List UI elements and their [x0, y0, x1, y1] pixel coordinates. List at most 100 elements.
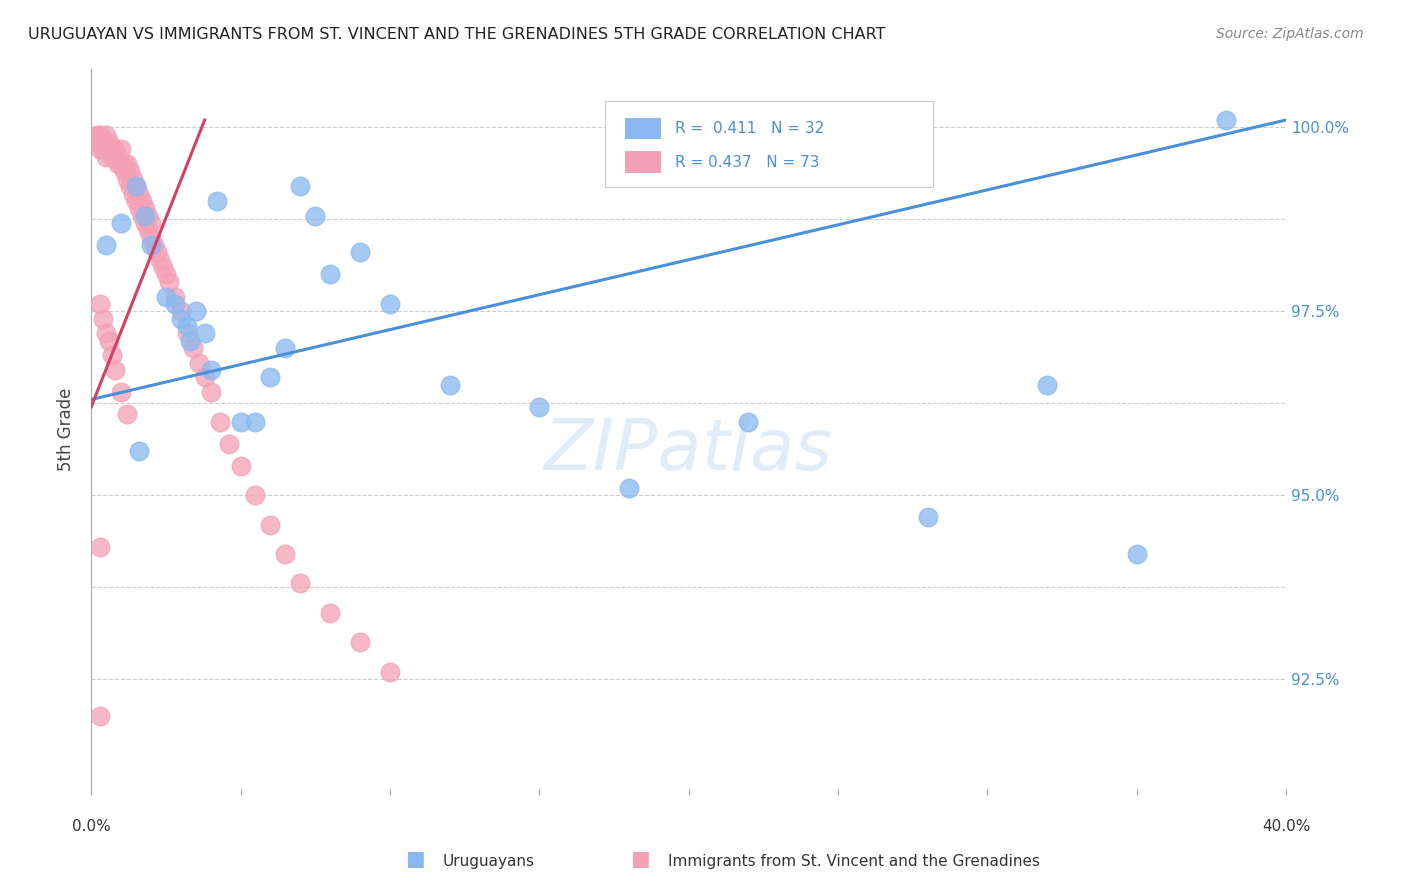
Point	[181, 341, 204, 355]
FancyBboxPatch shape	[626, 118, 661, 139]
Point	[131, 194, 153, 208]
Point	[110, 385, 132, 400]
Point	[200, 363, 222, 377]
Point	[184, 304, 207, 318]
Point	[128, 201, 150, 215]
Point	[89, 540, 111, 554]
Text: 40.0%: 40.0%	[1261, 819, 1310, 834]
Point	[737, 415, 759, 429]
Point	[146, 245, 169, 260]
Point	[218, 436, 240, 450]
Point	[101, 143, 124, 157]
Point	[187, 356, 209, 370]
Point	[91, 311, 114, 326]
Point	[118, 164, 141, 178]
FancyBboxPatch shape	[605, 101, 934, 187]
Point	[170, 311, 193, 326]
Point	[529, 400, 551, 414]
Point	[439, 377, 461, 392]
Point	[118, 179, 141, 194]
Point	[163, 289, 186, 303]
Point	[179, 334, 201, 348]
Point	[86, 135, 108, 149]
Point	[205, 194, 228, 208]
Point	[304, 209, 326, 223]
Point	[104, 143, 127, 157]
Point	[139, 216, 162, 230]
Point	[134, 201, 156, 215]
Point	[110, 216, 132, 230]
Text: ■: ■	[405, 849, 425, 869]
Point	[290, 576, 312, 591]
Point	[378, 297, 401, 311]
Point	[139, 230, 162, 244]
Point	[155, 268, 177, 282]
Point	[98, 135, 121, 149]
Point	[94, 135, 117, 149]
Point	[349, 245, 371, 260]
Text: R =  0.411   N = 32: R = 0.411 N = 32	[675, 120, 825, 136]
Point	[200, 385, 222, 400]
Point	[115, 157, 138, 171]
Point	[94, 128, 117, 142]
Point	[125, 179, 148, 194]
Point	[319, 606, 342, 620]
Point	[98, 334, 121, 348]
Point	[136, 223, 159, 237]
Point	[91, 135, 114, 149]
Point	[134, 209, 156, 223]
Point	[94, 238, 117, 252]
Point	[91, 143, 114, 157]
Point	[101, 348, 124, 362]
Point	[274, 547, 297, 561]
Point	[89, 143, 111, 157]
Point	[152, 260, 174, 274]
Point	[131, 209, 153, 223]
Point	[149, 252, 172, 267]
Point	[89, 708, 111, 723]
Text: R = 0.437   N = 73: R = 0.437 N = 73	[675, 154, 820, 169]
Point	[245, 415, 267, 429]
Text: ZIPatlas: ZIPatlas	[544, 416, 834, 485]
Point	[1125, 547, 1147, 561]
Point	[125, 194, 148, 208]
Point	[122, 172, 145, 186]
Point	[128, 186, 150, 201]
Point	[89, 128, 111, 142]
Point	[107, 150, 129, 164]
Text: ■: ■	[630, 849, 650, 869]
Point	[86, 128, 108, 142]
Text: 0.0%: 0.0%	[72, 819, 111, 834]
Point	[134, 216, 156, 230]
Point	[229, 458, 252, 473]
Point	[349, 635, 371, 649]
Point	[89, 135, 111, 149]
Point	[1036, 377, 1059, 392]
Point	[290, 179, 312, 194]
Point	[139, 238, 162, 252]
Point	[115, 172, 138, 186]
Point	[229, 415, 252, 429]
Point	[917, 510, 939, 524]
Point	[378, 665, 401, 679]
Point	[125, 179, 148, 194]
Text: URUGUAYAN VS IMMIGRANTS FROM ST. VINCENT AND THE GRENADINES 5TH GRADE CORRELATIO: URUGUAYAN VS IMMIGRANTS FROM ST. VINCENT…	[28, 27, 886, 42]
Point	[617, 481, 640, 495]
Point	[142, 238, 165, 252]
Point	[107, 157, 129, 171]
Point	[170, 304, 193, 318]
Point	[128, 444, 150, 458]
Point	[176, 318, 198, 333]
Y-axis label: 5th Grade: 5th Grade	[58, 387, 75, 471]
Point	[155, 289, 177, 303]
FancyBboxPatch shape	[626, 152, 661, 173]
Point	[94, 326, 117, 341]
Point	[176, 326, 198, 341]
Point	[104, 150, 127, 164]
Point	[194, 370, 217, 384]
Point	[136, 209, 159, 223]
Point	[274, 341, 297, 355]
Point	[319, 268, 342, 282]
Point	[259, 370, 281, 384]
Point	[115, 407, 138, 421]
